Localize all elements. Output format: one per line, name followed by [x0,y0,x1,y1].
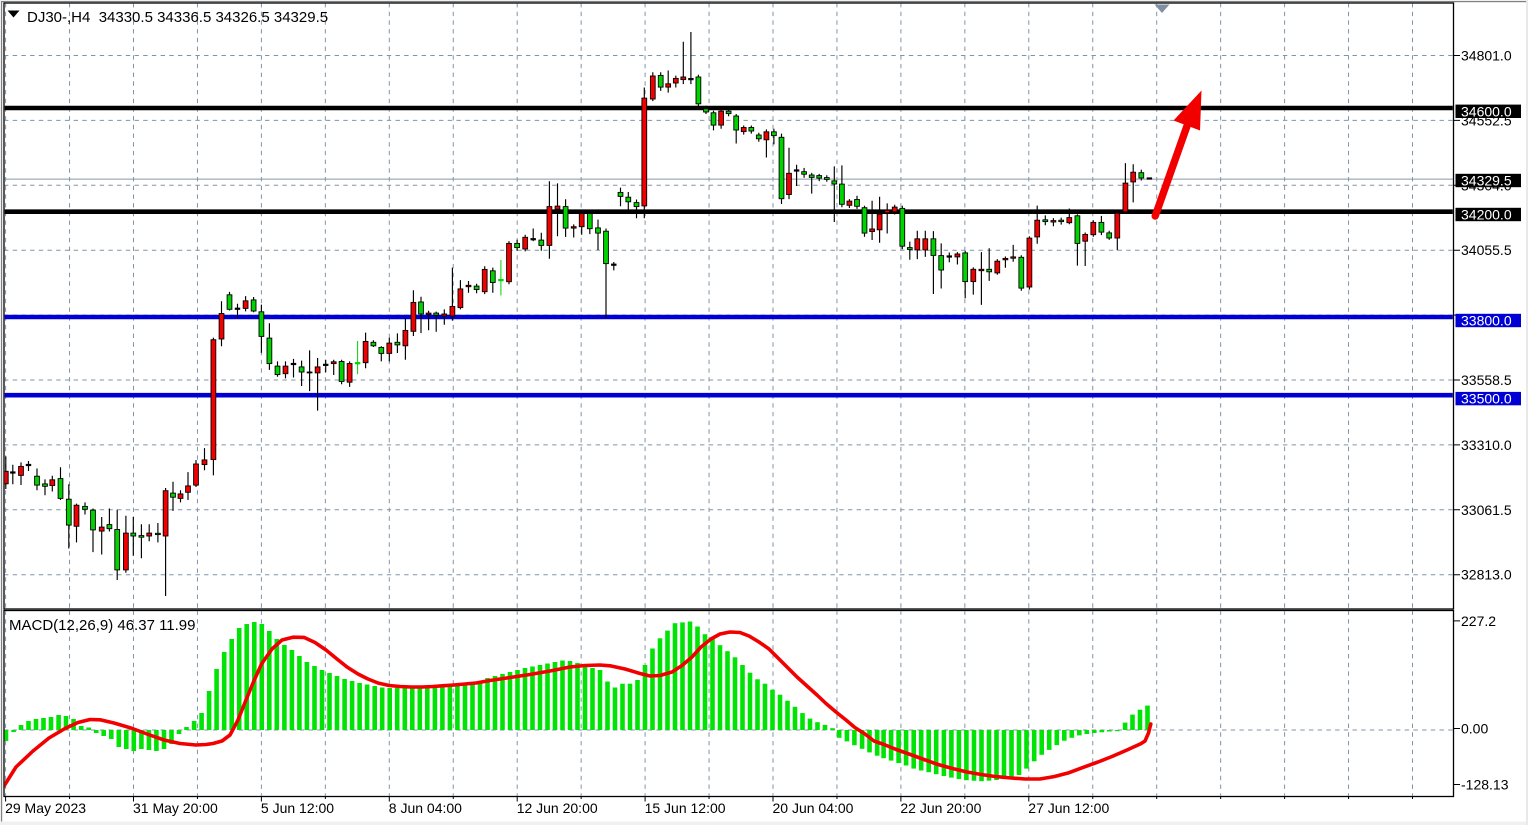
svg-text:DJ30-,H4 34330.5 34336.5 3432: DJ30-,H4 34330.5 34336.5 34326.5 34329.5 [27,9,328,26]
svg-text:34600.0: 34600.0 [1461,103,1512,119]
svg-text:27 Jun 12:00: 27 Jun 12:00 [1028,800,1109,816]
svg-text:33500.0: 33500.0 [1461,391,1512,407]
svg-text:34329.5: 34329.5 [1461,173,1512,189]
svg-text:15 Jun 12:00: 15 Jun 12:00 [645,800,726,816]
svg-text:20 Jun 04:00: 20 Jun 04:00 [773,800,854,816]
svg-text:29 May 2023: 29 May 2023 [5,800,86,816]
svg-text:32813.0: 32813.0 [1461,567,1512,583]
svg-text:227.2: 227.2 [1461,613,1496,629]
svg-text:22 Jun 20:00: 22 Jun 20:00 [900,800,981,816]
svg-text:12 Jun 20:00: 12 Jun 20:00 [517,800,598,816]
svg-text:MACD(12,26,9) 46.37 11.99: MACD(12,26,9) 46.37 11.99 [9,617,196,634]
svg-text:34801.0: 34801.0 [1461,48,1512,64]
svg-text:34055.5: 34055.5 [1461,242,1512,258]
svg-text:-128.13: -128.13 [1461,777,1509,793]
svg-text:33800.0: 33800.0 [1461,313,1512,329]
svg-text:0.00: 0.00 [1461,721,1488,737]
svg-text:33061.5: 33061.5 [1461,502,1512,518]
svg-text:8 Jun 04:00: 8 Jun 04:00 [389,800,462,816]
svg-text:33310.0: 33310.0 [1461,437,1512,453]
svg-text:34200.0: 34200.0 [1461,207,1512,223]
svg-text:31 May 20:00: 31 May 20:00 [133,800,218,816]
svg-text:5 Jun 12:00: 5 Jun 12:00 [261,800,334,816]
svg-text:33558.5: 33558.5 [1461,372,1512,388]
